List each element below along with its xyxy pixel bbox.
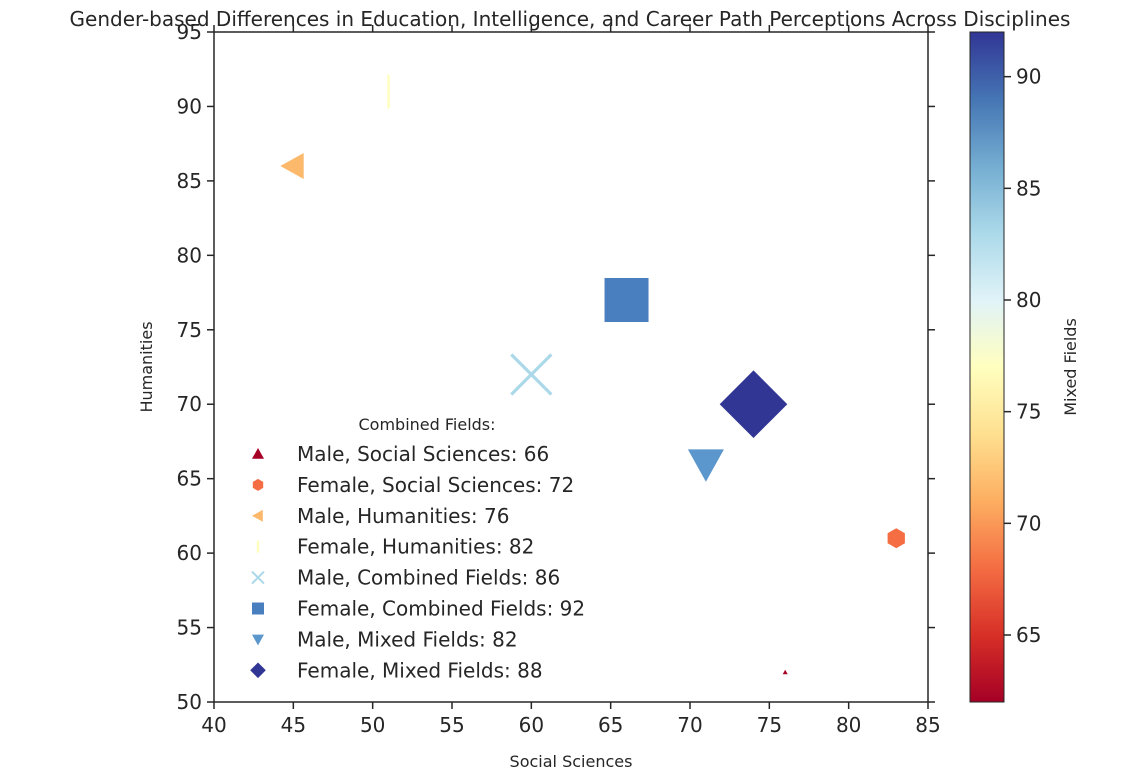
legend-item: Female, Social Sciences: 72 xyxy=(252,473,574,497)
x-tick-label: 60 xyxy=(519,713,544,737)
data-point-7 xyxy=(687,449,724,482)
x-tick-label: 40 xyxy=(201,713,226,737)
legend-marker xyxy=(252,602,264,615)
x-tick-label: 65 xyxy=(598,713,623,737)
legend-label: Female, Combined Fields: 92 xyxy=(297,597,585,621)
colorbar: 65 70 75 80 85 90 Mixed Fields xyxy=(969,31,1080,703)
legend-marker xyxy=(252,634,264,646)
legend-item: Female, Humanities: 82 xyxy=(256,535,534,559)
legend-marker xyxy=(251,570,265,585)
colorbar-tick-label: 65 xyxy=(1016,623,1041,647)
legend-marker xyxy=(252,509,263,522)
data-point-8 xyxy=(719,370,788,438)
data-point-3 xyxy=(280,153,304,179)
y-tick-label: 95 xyxy=(177,20,202,44)
colorbar-tick-label: 70 xyxy=(1016,511,1041,535)
plot-frame xyxy=(213,31,929,703)
colorbar-tick-label: 80 xyxy=(1016,288,1041,312)
x-tick-label: 55 xyxy=(439,713,464,737)
legend-item: Male, Mixed Fields: 82 xyxy=(252,627,518,651)
colorbar-gradient xyxy=(969,31,1005,703)
x-tick-label: 85 xyxy=(915,713,940,737)
x-tick-label: 50 xyxy=(360,713,385,737)
legend-label: Male, Mixed Fields: 82 xyxy=(297,627,518,651)
legend-label: Male, Combined Fields: 86 xyxy=(297,566,560,590)
legend-label: Male, Humanities: 76 xyxy=(297,504,509,528)
legend-label: Male, Social Sciences: 66 xyxy=(297,442,549,466)
colorbar-label: Mixed Fields xyxy=(1061,318,1080,416)
y-tick-label: 55 xyxy=(177,616,202,640)
y-axis: 50 55 60 65 70 75 80 85 90 95 xyxy=(177,20,935,714)
data-point-6 xyxy=(604,278,649,322)
legend-item: Male, Combined Fields: 86 xyxy=(251,566,560,590)
x-tick-label: 70 xyxy=(677,713,702,737)
legend-marker xyxy=(252,448,264,459)
y-tick-label: 50 xyxy=(177,690,202,714)
legend-marker xyxy=(250,662,266,679)
colorbar-tick-label: 90 xyxy=(1016,65,1041,89)
y-tick-label: 65 xyxy=(177,467,202,491)
legend-marker xyxy=(252,478,264,491)
data-markers xyxy=(280,74,905,675)
chart-title: Gender-based Differences in Education, I… xyxy=(70,7,1071,31)
legend-item: Female, Mixed Fields: 88 xyxy=(250,658,543,682)
legend: Combined Fields: Male, Social Sciences: … xyxy=(250,415,585,682)
legend-label: Female, Social Sciences: 72 xyxy=(297,473,574,497)
data-point-1 xyxy=(782,669,788,675)
colorbar-tick-label: 75 xyxy=(1016,400,1041,424)
legend-item: Male, Humanities: 76 xyxy=(252,504,509,528)
x-axis-label: Social Sciences xyxy=(510,752,633,771)
legend-item: Male, Social Sciences: 66 xyxy=(252,442,549,466)
x-axis: 40 45 50 55 60 65 70 75 80 85 xyxy=(201,25,941,737)
colorbar-ticks: 65 70 75 80 85 90 xyxy=(1004,65,1041,647)
y-tick-label: 60 xyxy=(177,541,202,565)
y-tick-label: 80 xyxy=(177,243,202,267)
colorbar-tick-label: 85 xyxy=(1016,176,1041,200)
x-tick-label: 75 xyxy=(757,713,782,737)
legend-title: Combined Fields: xyxy=(358,415,495,434)
legend-item: Female, Combined Fields: 92 xyxy=(252,597,585,621)
y-tick-label: 85 xyxy=(177,169,202,193)
y-tick-label: 70 xyxy=(177,392,202,416)
x-tick-label: 45 xyxy=(281,713,306,737)
data-point-5 xyxy=(510,353,553,396)
data-point-2 xyxy=(887,528,905,549)
y-tick-label: 90 xyxy=(177,94,202,118)
y-tick-label: 75 xyxy=(177,318,202,342)
plot-area xyxy=(213,31,929,703)
y-axis-label: Humanities xyxy=(137,321,156,412)
legend-label: Female, Mixed Fields: 88 xyxy=(297,658,543,682)
x-tick-label: 80 xyxy=(836,713,861,737)
legend-label: Female, Humanities: 82 xyxy=(297,535,534,559)
